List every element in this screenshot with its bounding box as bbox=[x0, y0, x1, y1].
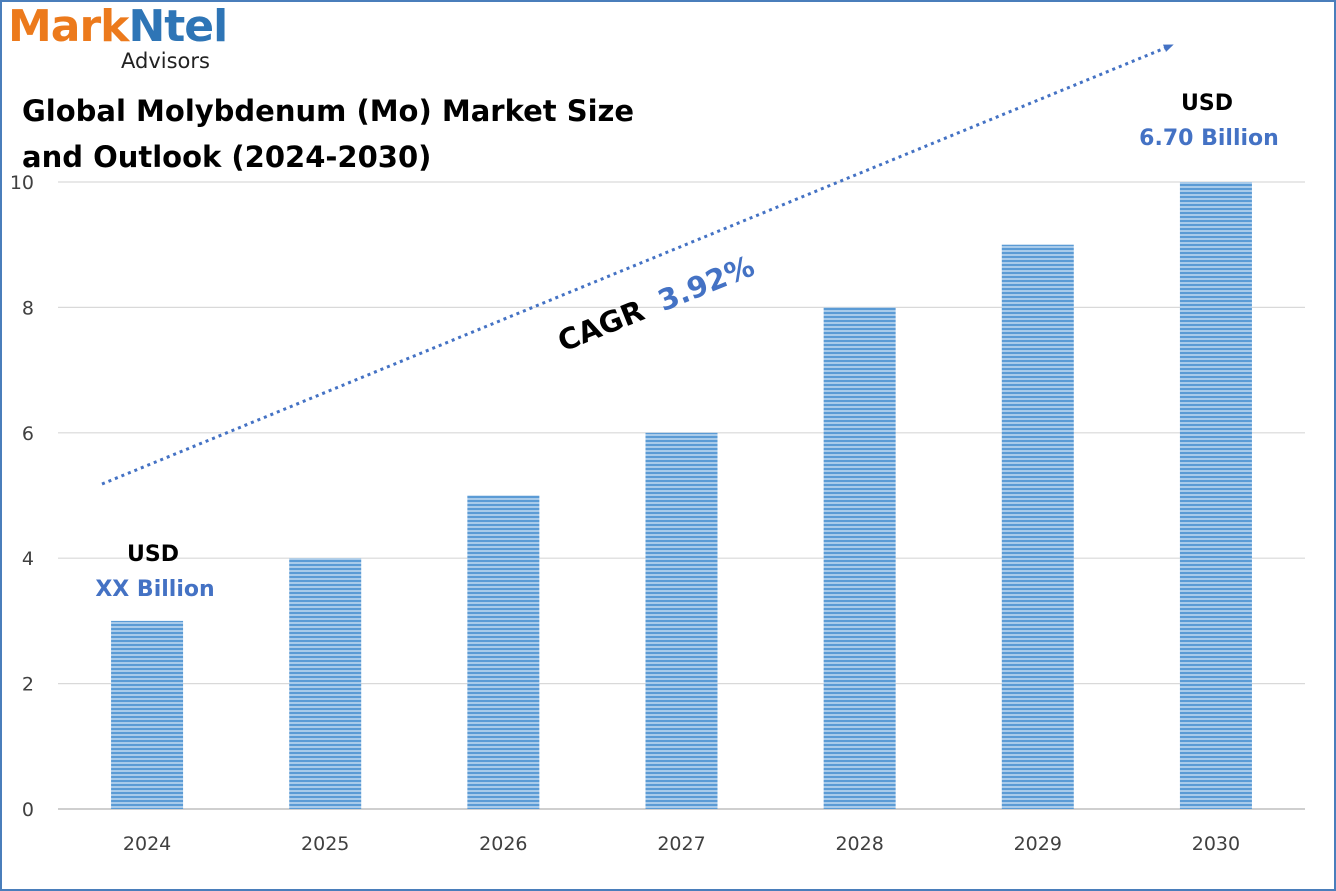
y-tick-label: 8 bbox=[22, 297, 34, 319]
brand-part-ntel: Ntel bbox=[128, 1, 228, 52]
x-tick-label: 2030 bbox=[1192, 833, 1240, 855]
x-tick-label: 2027 bbox=[657, 833, 705, 855]
y-tick-label: 2 bbox=[22, 674, 34, 696]
brand-subtitle: Advisors bbox=[121, 49, 210, 73]
y-tick-label: 0 bbox=[22, 799, 34, 821]
end-annotation-currency: USD bbox=[1181, 91, 1233, 116]
chart-title-line2: and Outlook (2024-2030) bbox=[22, 140, 432, 174]
y-axis: 0 2 4 6 8 10 bbox=[10, 172, 34, 821]
brand-part-mark: Mark bbox=[8, 1, 129, 52]
x-tick-label: 2029 bbox=[1014, 833, 1062, 855]
bar bbox=[1179, 182, 1252, 809]
end-annotation-value: 6.70 Billion bbox=[1139, 126, 1279, 151]
start-annotation-value: XX Billion bbox=[95, 577, 214, 602]
x-tick-label: 2028 bbox=[835, 833, 883, 855]
x-axis: 2024 2025 2026 2027 2028 2029 2030 bbox=[123, 833, 1240, 855]
start-annotation-currency: USD bbox=[127, 542, 179, 567]
y-tick-label: 10 bbox=[10, 172, 34, 194]
bar bbox=[823, 307, 896, 809]
cagr-label: CAGR bbox=[553, 293, 649, 358]
bar bbox=[645, 432, 718, 809]
cagr-trend-arrow bbox=[101, 44, 1174, 486]
bar bbox=[467, 495, 540, 809]
bar bbox=[111, 620, 184, 809]
chart-title-line1: Global Molybdenum (Mo) Market Size bbox=[22, 94, 635, 128]
x-tick-label: 2025 bbox=[301, 833, 349, 855]
bar bbox=[289, 558, 362, 809]
marknel-logo: MarkNtel Advisors bbox=[8, 1, 228, 74]
brand-wordmark: MarkNtel bbox=[8, 1, 228, 52]
y-tick-label: 6 bbox=[22, 423, 34, 445]
x-tick-label: 2024 bbox=[123, 833, 171, 855]
y-tick-label: 4 bbox=[22, 548, 34, 570]
gridlines bbox=[58, 181, 1305, 810]
bar bbox=[1001, 244, 1074, 809]
bars bbox=[111, 182, 1252, 809]
x-tick-label: 2026 bbox=[479, 833, 527, 855]
cagr-annotation: CAGR 3.92% bbox=[553, 249, 759, 359]
chart-title: Global Molybdenum (Mo) Market Size and O… bbox=[22, 88, 634, 180]
